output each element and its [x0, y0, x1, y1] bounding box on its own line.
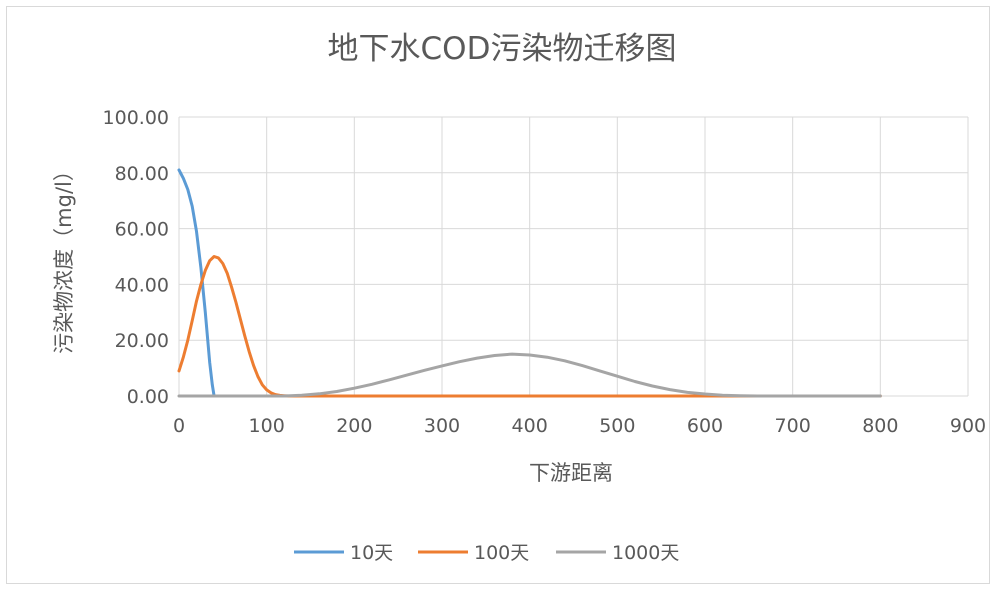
y-axis-ticks: 0.00 20.00 40.00 60.00 80.00 100.00 — [103, 107, 169, 408]
chart-canvas: 地下水COD污染物迁移图 0.00 20.00 40.00 60.00 80.00 100… — [52, 31, 986, 564]
x-axis-title: 下游距离 — [529, 461, 613, 485]
x-axis-ticks: 0 100 200 300 400 500 600 700 800 900 — [173, 415, 986, 437]
chart-frame: 地下水COD污染物迁移图 0.00 20.00 40.00 60.00 80.00 100… — [6, 6, 990, 584]
series-line-3 — [177, 352, 882, 398]
x-tick-label: 600 — [687, 415, 723, 437]
x-tick-label: 400 — [512, 415, 548, 437]
x-tick-label: 900 — [950, 415, 986, 437]
y-tick-label: 80.00 — [115, 163, 169, 185]
x-tick-label: 800 — [862, 415, 898, 437]
legend: 10天 100天 1000天 — [294, 542, 679, 564]
y-tick-label: 20.00 — [115, 330, 169, 352]
legend-label: 100天 — [474, 542, 529, 564]
x-tick-label: 200 — [336, 415, 372, 437]
gridlines — [178, 116, 969, 397]
y-tick-label: 40.00 — [115, 274, 169, 296]
y-tick-label: 0.00 — [127, 386, 169, 408]
y-tick-label: 60.00 — [115, 219, 169, 241]
x-tick-label: 0 — [173, 415, 185, 437]
x-tick-label: 500 — [599, 415, 635, 437]
y-tick-label: 100.00 — [103, 107, 169, 129]
chart-title: 地下水COD污染物迁移图 — [328, 31, 677, 67]
series-line-1 — [177, 168, 216, 398]
x-tick-label: 700 — [775, 415, 811, 437]
x-tick-label: 100 — [249, 415, 285, 437]
legend-label: 10天 — [350, 542, 393, 564]
series-lines — [177, 168, 882, 398]
series-line-2 — [177, 255, 882, 398]
y-axis-title: 污染物浓度（mg/l） — [52, 160, 76, 354]
x-tick-label: 300 — [424, 415, 460, 437]
legend-label: 1000天 — [612, 542, 679, 564]
